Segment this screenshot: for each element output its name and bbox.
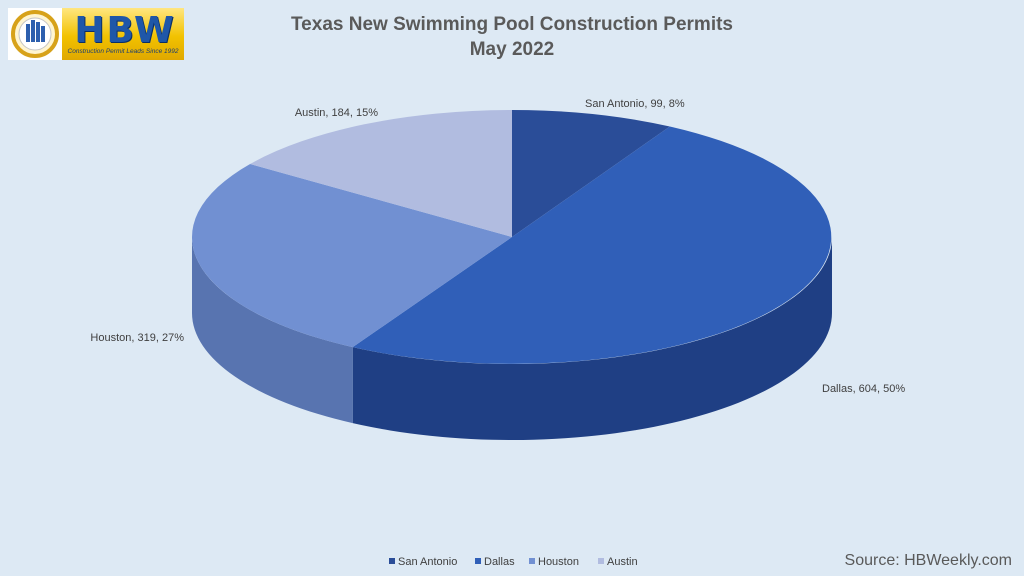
chart-title-line-2: May 2022 <box>469 39 555 60</box>
data-label-houston: Houston, 319, 27% <box>90 332 184 344</box>
legend: San Antonio Dallas Houston Austin <box>389 556 638 568</box>
legend-swatch-houston <box>529 558 535 564</box>
legend-swatch-dallas <box>475 558 481 564</box>
legend-swatch-san-antonio <box>389 558 395 564</box>
data-label-san-antonio: San Antonio, 99, 8% <box>585 98 685 110</box>
building-seal-icon <box>11 10 59 58</box>
legend-label-dallas: Dallas <box>484 556 515 568</box>
pie-side-group <box>191 237 833 441</box>
source-note: Source: HBWeekly.com <box>844 552 1012 569</box>
logo-letters: HBW <box>74 10 176 51</box>
legend-label-austin: Austin <box>607 556 638 568</box>
hbw-logo: HBW Construction Permit Leads Since 1992 <box>8 8 184 60</box>
pie-side-houston <box>191 237 353 424</box>
chart-title-line-1: Texas New Swimming Pool Construction Per… <box>290 14 733 35</box>
logo-tagline: Construction Permit Leads Since 1992 <box>67 48 179 55</box>
chart-title: Texas New Swimming Pool Construction Per… <box>212 12 812 62</box>
legend-label-houston: Houston <box>538 556 579 568</box>
logo-band <box>62 8 184 60</box>
pie-top-group <box>191 109 832 364</box>
data-label-dallas: Dallas, 604, 50% <box>822 383 905 395</box>
legend-label-san-antonio: San Antonio <box>398 556 457 568</box>
legend-swatch-austin <box>598 558 604 564</box>
pie-slice-austin <box>250 110 513 237</box>
pie-slice-san-antonio <box>512 109 670 237</box>
pie-side-dallas <box>352 237 833 441</box>
pie-labels-group: San Antonio, 99, 8% Dallas, 604, 50% Houst… <box>90 98 905 395</box>
data-label-austin: Austin, 184, 15% <box>295 107 378 119</box>
pie-slice-houston <box>191 164 512 348</box>
pie-slice-dallas <box>352 126 832 364</box>
